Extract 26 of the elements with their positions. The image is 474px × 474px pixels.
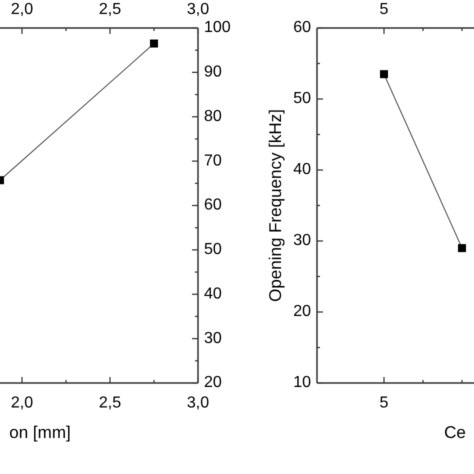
x-tick-label: 5: [380, 394, 389, 412]
x-tick-label: 3,0: [186, 394, 210, 412]
x-axis-title: Ce: [444, 423, 466, 442]
y2-tick-label: 60: [204, 196, 222, 214]
x-tick-label: 2,5: [98, 394, 122, 412]
y2-tick-label: 40: [204, 285, 222, 302]
y2-tick-label: 50: [204, 241, 222, 258]
y-axis-title: Opening Frequency [kHz]: [266, 109, 285, 302]
y-tick-label: 50: [293, 90, 312, 108]
y2-tick-label: 80: [204, 108, 222, 125]
y2-tick-label: 100: [204, 19, 231, 36]
y2-tick-label: 70: [204, 152, 222, 170]
y-tick-label: 20: [293, 303, 312, 320]
y-tick-label: 40: [293, 161, 312, 178]
x2-tick-label: 2,5: [98, 1, 122, 18]
y-tick-label: 30: [293, 232, 312, 250]
category-label: 5: [380, 1, 388, 18]
x-axis-title: on [mm]: [9, 423, 71, 442]
x-tick-label: 2,0: [10, 394, 34, 412]
y2-tick-label: 90: [204, 64, 222, 81]
y-tick-label: 60: [293, 19, 312, 36]
y2-tick-label: 30: [204, 330, 222, 347]
x2-tick-label: 2,0: [10, 1, 34, 18]
y2-tick-label: 20: [204, 374, 222, 392]
x2-tick-label: 3,0: [186, 1, 210, 18]
y-tick-label: 10: [293, 374, 312, 392]
